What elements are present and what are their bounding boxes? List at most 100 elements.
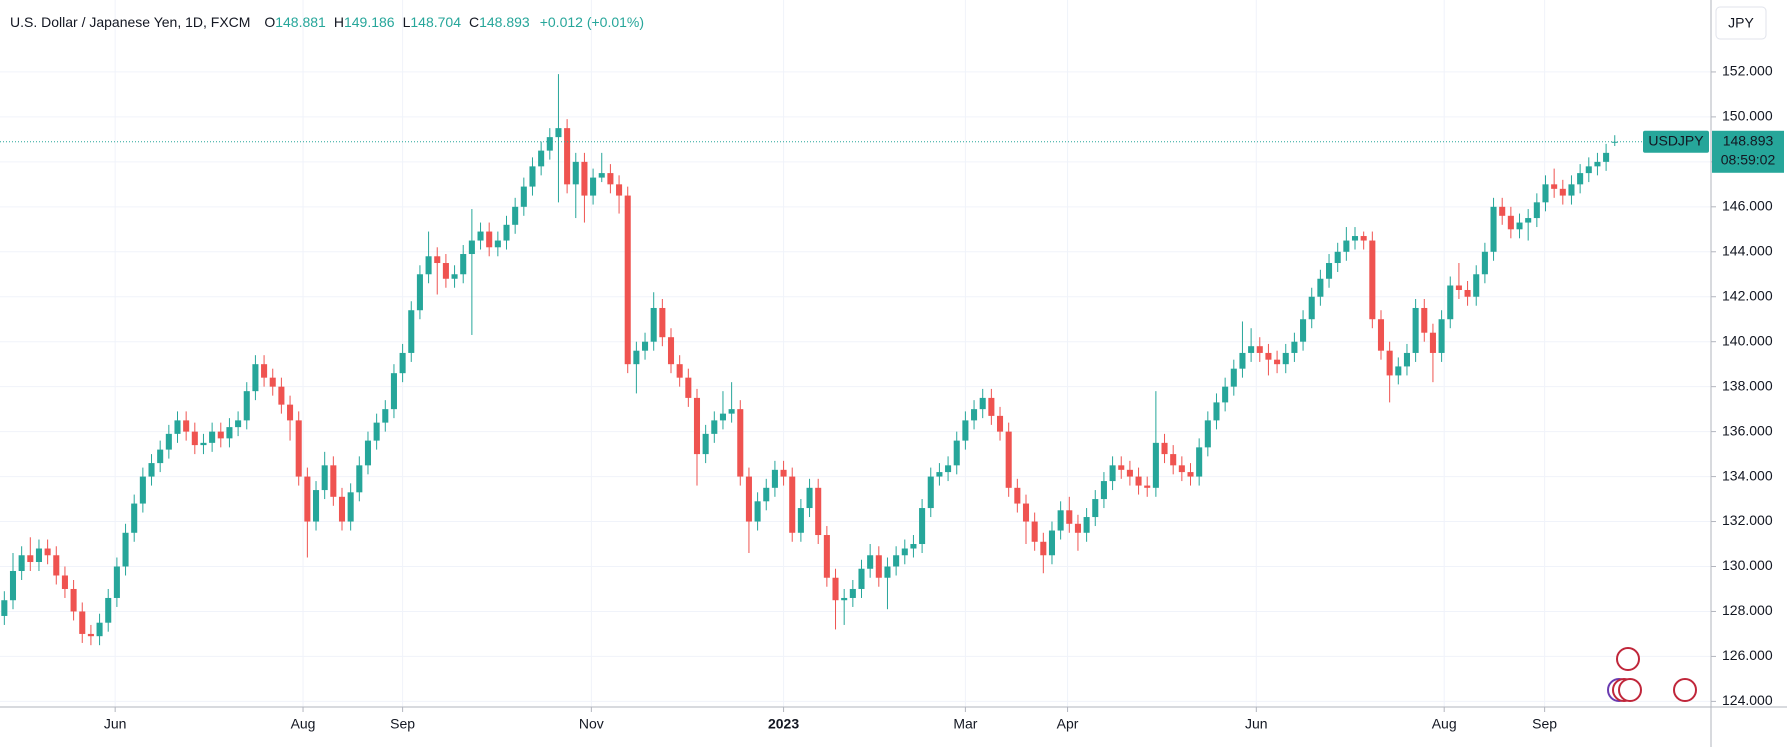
candle-body	[70, 588, 77, 612]
candle-body	[252, 364, 259, 392]
candle-body	[797, 508, 804, 533]
candle-body	[226, 427, 233, 439]
x-tick-label: Aug	[291, 716, 316, 732]
candle-body	[849, 588, 856, 598]
x-tick-label: Sep	[1532, 716, 1557, 732]
candle-body	[1178, 465, 1185, 473]
y-tick-label: 126.000	[1722, 647, 1773, 663]
candle-body	[1343, 240, 1350, 252]
candle-body	[477, 231, 484, 241]
candle-body	[901, 548, 908, 556]
candle-body	[139, 476, 146, 504]
x-tick-label: Apr	[1057, 716, 1079, 732]
y-tick-label: 152.000	[1722, 63, 1773, 79]
candle-body	[399, 352, 406, 374]
candle-body	[1473, 274, 1480, 297]
candle-body	[416, 274, 423, 311]
candle-body	[200, 442, 207, 446]
candle-body	[157, 449, 164, 464]
candle-body	[79, 611, 86, 634]
currency-button[interactable]	[1715, 6, 1767, 40]
candle-body	[771, 469, 778, 488]
candle-body	[1559, 188, 1566, 196]
candle-body	[165, 433, 172, 450]
header: U.S. Dollar / Japanese Yen, 1D, FXCM O14…	[10, 14, 644, 30]
currency[interactable]: JPY	[1728, 15, 1754, 31]
candle-body	[1230, 368, 1237, 387]
candle-body	[1066, 510, 1073, 524]
candle-body	[1568, 184, 1575, 196]
candle-body	[1516, 222, 1523, 230]
y-tick-label: 134.000	[1722, 467, 1773, 483]
candle-body	[295, 420, 302, 477]
candle-body	[867, 555, 874, 569]
ohlc-value: 148.893	[479, 14, 530, 30]
candle-body	[1152, 442, 1159, 488]
candle-body	[962, 420, 969, 441]
ohlc-value: 148.881	[275, 14, 326, 30]
candle-body	[676, 364, 683, 378]
candle-body	[494, 240, 501, 248]
candle-body	[572, 161, 579, 185]
candle-body	[789, 476, 796, 533]
candle-body	[1291, 341, 1298, 353]
symbol-label: USDJPY	[1648, 132, 1704, 148]
x-tick-label: 2023	[768, 716, 799, 732]
event-icon[interactable]	[1616, 647, 1640, 671]
change: +0.012 (+0.01%)	[540, 14, 644, 30]
candle-body	[408, 310, 415, 353]
candle-body	[44, 548, 51, 556]
candle-body	[633, 350, 640, 365]
candle-body	[1031, 521, 1038, 542]
candle-body	[321, 465, 328, 491]
candle-body	[148, 463, 155, 477]
candle-body	[243, 391, 250, 421]
candle-body	[1265, 352, 1272, 360]
candle-body	[711, 420, 718, 434]
candle-body	[642, 341, 649, 351]
candle-body	[486, 231, 493, 248]
candle-body	[18, 555, 25, 571]
y-tick-label: 136.000	[1722, 422, 1773, 438]
y-tick-label: 146.000	[1722, 198, 1773, 214]
candle-body	[1377, 319, 1385, 351]
candle-body	[590, 177, 597, 196]
candle-body	[1074, 523, 1081, 533]
event-icon[interactable]	[1673, 678, 1697, 702]
candle-body	[468, 240, 475, 255]
candle-body	[737, 409, 744, 477]
candle-body	[1551, 184, 1558, 189]
candle-body	[1014, 487, 1021, 504]
candle-body	[269, 377, 276, 387]
event-icon[interactable]	[1618, 678, 1642, 702]
candle-body	[780, 469, 787, 477]
ohlc-letter: O	[264, 14, 275, 30]
candle-body	[1421, 307, 1428, 333]
candle-body	[719, 413, 726, 421]
candle-body	[971, 409, 978, 421]
ohlc-letter: L	[403, 14, 411, 30]
candle-body	[1144, 485, 1151, 488]
candle-body	[183, 420, 190, 432]
candle-body	[1351, 236, 1359, 241]
candle-body	[979, 397, 986, 410]
ohlc-letter: H	[334, 14, 344, 30]
candle-body	[1100, 481, 1107, 500]
candle-body	[390, 373, 397, 410]
candle-body	[312, 490, 320, 522]
candle-body	[1239, 352, 1246, 369]
candle-body	[1317, 278, 1324, 297]
candle-body	[287, 404, 294, 421]
candle-body	[1499, 206, 1506, 216]
y-tick-label: 128.000	[1722, 602, 1773, 618]
candle-body	[823, 535, 830, 578]
candle-body	[1334, 251, 1341, 264]
x-tick-label: Aug	[1432, 716, 1457, 732]
candle-body	[1447, 285, 1454, 320]
x-tick-label: Nov	[579, 716, 604, 732]
candle-body	[451, 274, 458, 279]
candle-body	[356, 465, 363, 493]
candle-body	[1083, 517, 1090, 533]
